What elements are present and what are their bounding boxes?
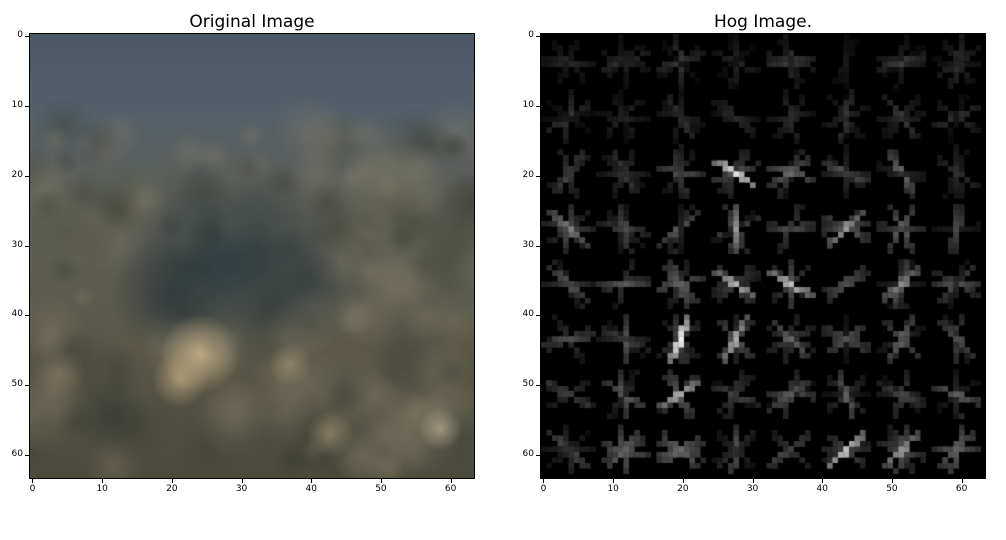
original-x-tick bbox=[241, 479, 243, 483]
hog-x-tick-label: 30 bbox=[746, 484, 759, 494]
hog-x-tick-label: 10 bbox=[607, 484, 619, 494]
hog-x-tick bbox=[961, 479, 963, 483]
original-x-tick-label: 0 bbox=[29, 484, 36, 494]
original-image-title: Original Image bbox=[189, 12, 315, 32]
hog-y-tick-label: 10 bbox=[522, 100, 534, 111]
original-y-tick bbox=[25, 106, 29, 108]
original-x-tick bbox=[311, 479, 313, 483]
original-y-tick bbox=[25, 175, 29, 177]
hog-y-tick-label: 30 bbox=[522, 239, 534, 250]
hog-y-tick-label: 50 bbox=[522, 378, 534, 389]
original-x-tick bbox=[450, 479, 452, 483]
hog-y-tick bbox=[536, 175, 540, 177]
original-y-tick bbox=[25, 36, 29, 38]
hog-x-tick bbox=[682, 479, 684, 483]
original-y-tick-label: 0 bbox=[17, 30, 23, 41]
original-x-tick-label: 40 bbox=[305, 484, 317, 494]
original-x-tick-label: 20 bbox=[166, 484, 178, 494]
original-y-tick-label: 30 bbox=[11, 239, 23, 250]
original-x-tick-label: 50 bbox=[375, 484, 387, 494]
original-y-tick bbox=[25, 454, 29, 456]
hog-y-tick bbox=[536, 245, 540, 247]
hog-y-tick-label: 0 bbox=[528, 30, 534, 41]
original-x-tick bbox=[380, 479, 382, 483]
original-y-tick-label: 40 bbox=[11, 309, 23, 320]
hog-y-tick bbox=[536, 106, 540, 108]
hog-y-tick-label: 60 bbox=[522, 448, 534, 459]
original-y-tick-label: 60 bbox=[11, 448, 23, 459]
original-x-tick bbox=[32, 479, 34, 483]
hog-x-tick bbox=[752, 479, 754, 483]
hog-y-tick bbox=[536, 36, 540, 38]
original-x-tick bbox=[171, 479, 173, 483]
hog-x-tick-label: 40 bbox=[816, 484, 828, 494]
hog-x-tick-label: 50 bbox=[886, 484, 898, 494]
hog-x-tick-label: 60 bbox=[955, 484, 968, 494]
hog-x-tick-label: 0 bbox=[540, 484, 547, 494]
hog-image-title: Hog Image. bbox=[713, 12, 813, 32]
hog-x-tick-label: 20 bbox=[677, 484, 689, 494]
original-x-tick-label: 60 bbox=[444, 484, 457, 494]
original-y-tick-label: 50 bbox=[11, 378, 23, 389]
original-y-tick bbox=[25, 245, 29, 247]
original-y-tick-label: 10 bbox=[11, 100, 23, 111]
hog-x-tick bbox=[613, 479, 615, 483]
hog-x-tick bbox=[891, 479, 893, 483]
hog-image-canvas bbox=[541, 34, 985, 478]
original-x-tick bbox=[102, 479, 104, 483]
original-y-tick-label: 20 bbox=[11, 169, 23, 180]
hog-y-tick bbox=[536, 384, 540, 386]
original-y-tick bbox=[25, 315, 29, 317]
original-image-canvas bbox=[30, 34, 474, 478]
original-x-tick-label: 30 bbox=[235, 484, 248, 494]
hog-y-tick-label: 20 bbox=[522, 169, 534, 180]
hog-y-tick-label: 40 bbox=[522, 309, 534, 320]
hog-x-tick bbox=[543, 479, 545, 483]
hog-x-tick bbox=[822, 479, 824, 483]
original-image-plot bbox=[29, 33, 475, 479]
hog-image-plot bbox=[540, 33, 986, 479]
original-x-tick-label: 10 bbox=[96, 484, 108, 494]
hog-y-tick bbox=[536, 454, 540, 456]
hog-y-tick bbox=[536, 315, 540, 317]
original-y-tick bbox=[25, 384, 29, 386]
